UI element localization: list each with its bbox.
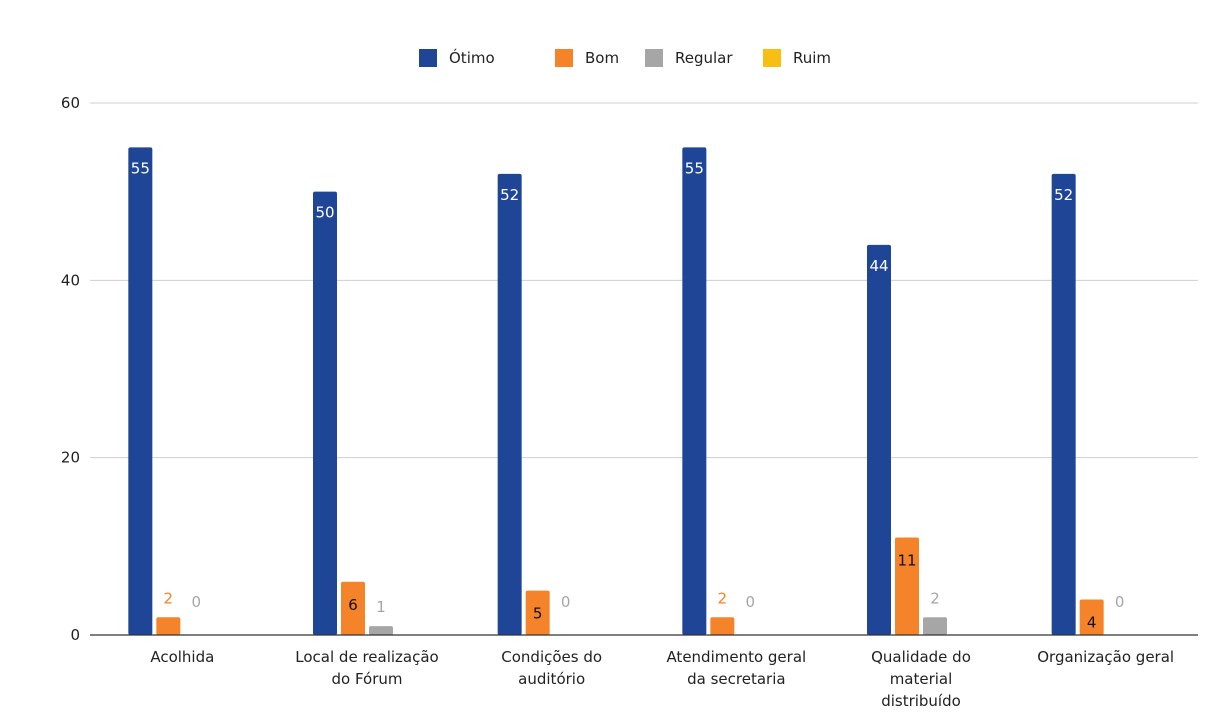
- bar-ótimo: [128, 147, 153, 636]
- x-category-label: do Fórum: [331, 670, 402, 688]
- gridlines: [90, 102, 1198, 459]
- legend-label: Ruim: [793, 49, 831, 67]
- x-category-label: auditório: [518, 670, 585, 688]
- bar-bom: [341, 581, 365, 635]
- x-axis: Acolhida Local de realização do Fórum Condi…: [90, 634, 1198, 710]
- legend-swatch-ruim: [763, 49, 781, 67]
- y-tick-label: 0: [70, 626, 80, 644]
- bar-ótimo: [1051, 173, 1076, 635]
- y-tick-label: 40: [61, 271, 80, 289]
- x-category-label: Condições do: [501, 648, 602, 666]
- bar-ótimo: [497, 173, 522, 635]
- x-category-label: material: [890, 670, 953, 688]
- data-label-ótimo: 55: [131, 159, 150, 177]
- bar-regular: [923, 617, 947, 635]
- data-label-regular: 0: [746, 593, 756, 611]
- bar-bom: [1079, 599, 1104, 635]
- legend-label: Ótimo: [449, 48, 495, 67]
- x-category-label: Atendimento geral: [666, 648, 806, 666]
- data-label-bom: 2: [718, 589, 728, 607]
- legend-swatch-regular: [645, 49, 663, 67]
- y-axis: 0 20 40 60: [61, 94, 80, 644]
- bar-ótimo: [682, 147, 707, 636]
- legend-swatch-ótimo: [419, 49, 437, 67]
- bar-bom: [895, 537, 919, 635]
- bar-ótimo: [867, 244, 891, 635]
- data-label-regular: 0: [561, 593, 571, 611]
- x-category-label: da secretaria: [687, 670, 785, 688]
- data-label-bom: 4: [1087, 614, 1097, 632]
- data-label-regular: 2: [930, 589, 940, 607]
- data-label-ótimo: 52: [500, 186, 519, 204]
- data-label-regular: 0: [1115, 593, 1125, 611]
- data-label-ótimo: 44: [869, 257, 888, 275]
- x-category-label: Organização geral: [1037, 648, 1174, 666]
- y-tick-label: 20: [61, 449, 80, 467]
- legend-label: Bom: [585, 49, 619, 67]
- x-category-label: Acolhida: [150, 648, 214, 666]
- legend: Ótimo Bom Regular Ruim: [419, 48, 831, 67]
- bars: [128, 147, 1104, 636]
- data-label-regular: 1: [376, 598, 386, 616]
- data-label-ótimo: 50: [315, 204, 334, 222]
- data-label-ótimo: 52: [1054, 186, 1073, 204]
- bar-bom: [525, 590, 550, 635]
- data-label-bom: 2: [164, 589, 174, 607]
- y-tick-label: 60: [61, 94, 80, 112]
- legend-label: Regular: [675, 49, 733, 67]
- x-category-label: Qualidade do: [871, 648, 971, 666]
- x-category-label: distribuído: [881, 692, 961, 710]
- bar-bom: [710, 617, 735, 635]
- data-label-bom: 11: [897, 551, 916, 569]
- data-label-bom: 6: [348, 596, 358, 614]
- bar-regular: [369, 626, 393, 635]
- bar-ótimo: [313, 191, 337, 635]
- data-label-bom: 5: [533, 605, 543, 623]
- data-label-ótimo: 55: [685, 159, 704, 177]
- legend-swatch-bom: [555, 49, 573, 67]
- x-category-label: Local de realização: [295, 648, 438, 666]
- data-label-regular: 0: [192, 593, 202, 611]
- bar-bom: [156, 617, 181, 635]
